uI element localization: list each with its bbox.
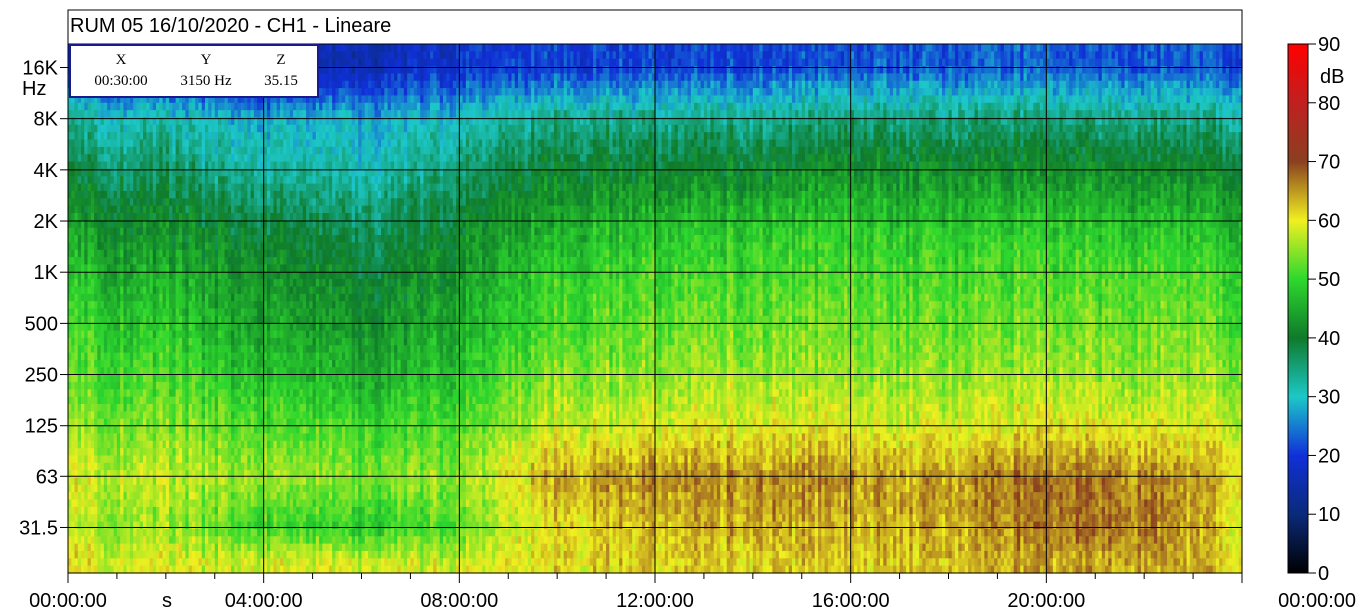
chart-title: RUM 05 16/10/2020 - CH1 - Lineare bbox=[70, 15, 391, 37]
title-bar: RUM 05 16/10/2020 - CH1 - Lineare bbox=[68, 10, 1242, 44]
plot-area bbox=[68, 44, 1243, 574]
